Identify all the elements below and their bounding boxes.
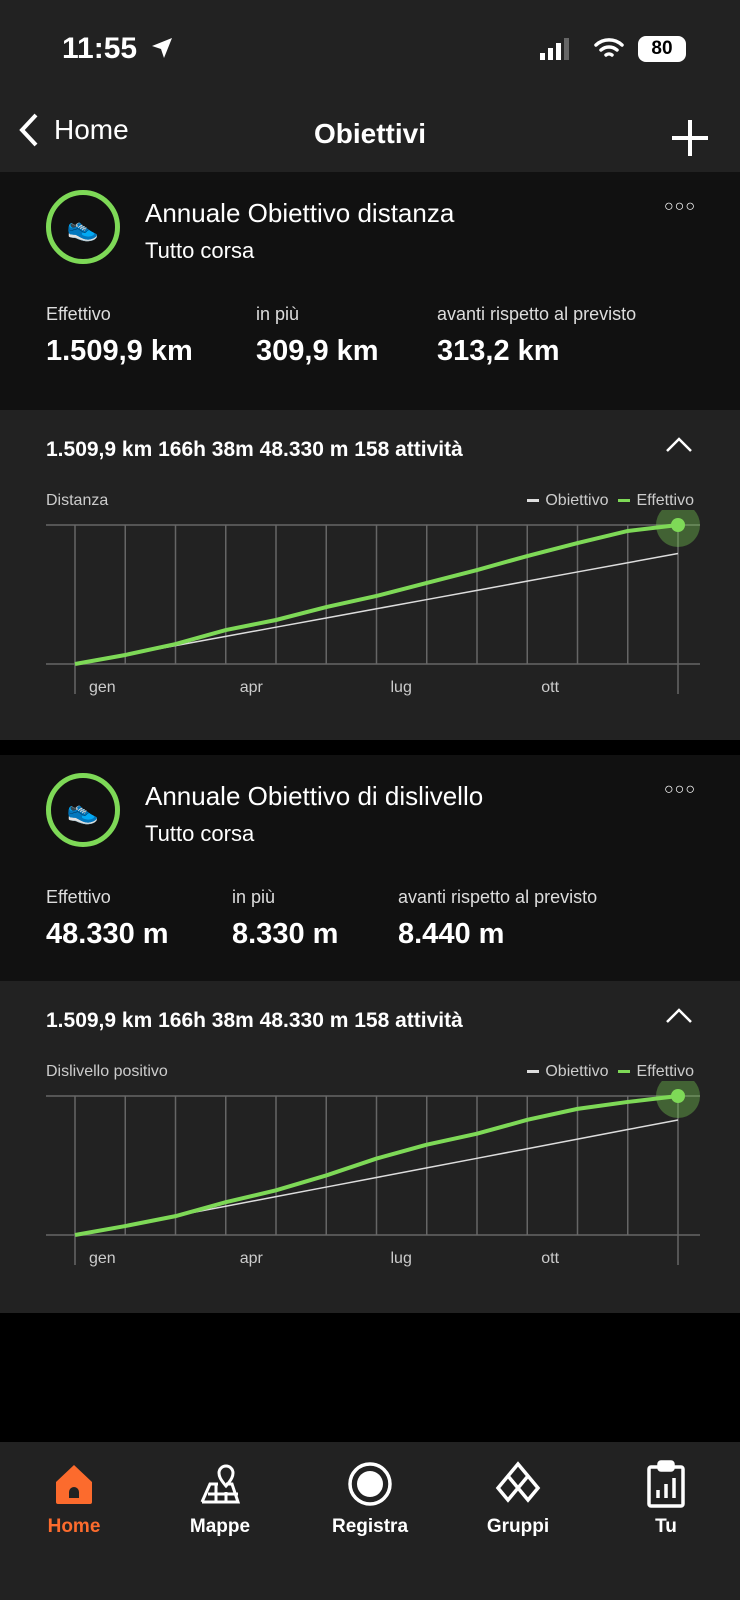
tab-label: Gruppi [486, 1516, 550, 1537]
wifi-icon [594, 38, 624, 57]
more-options-icon[interactable]: ○○○ [664, 198, 696, 215]
current-point [671, 1089, 685, 1103]
stat-value: 8.330 m [232, 918, 339, 950]
x-tick-label: ott [541, 679, 559, 696]
x-tick-label: gen [89, 1250, 116, 1267]
goal-stat: avanti rispetto al previsto 313,2 km [437, 304, 636, 368]
tab-label: Home [47, 1516, 101, 1537]
more-options-icon[interactable]: ○○○ [664, 781, 696, 798]
chevron-left-icon [19, 113, 38, 147]
goal-chart: gen apr lug ott [46, 510, 700, 696]
goal-stat: in più 8.330 m [232, 887, 338, 951]
profile-clipboard-icon [606, 1456, 726, 1512]
stat-value: 309,9 km [256, 335, 379, 367]
current-point [671, 518, 685, 533]
chart-legend: Obiettivo Effettivo [517, 492, 694, 510]
stat-value: 313,2 km [437, 335, 560, 367]
stat-value: 48.330 m [46, 918, 169, 950]
goal-chart: gen apr lug ott [46, 1081, 700, 1267]
plus-icon [672, 120, 708, 156]
x-tick-label: lug [391, 679, 412, 696]
goal-stat: avanti rispetto al previsto 8.440 m [398, 887, 597, 951]
goal-progress-ring: 👟 [46, 190, 120, 264]
stat-label: in più [256, 304, 300, 324]
tab-registra[interactable]: Registra [310, 1456, 430, 1538]
tab-label: Mappe [189, 1516, 251, 1537]
legend-swatch-target [527, 499, 540, 503]
running-shoe-icon: 👟 [66, 211, 100, 242]
clock: 11:55 [62, 32, 138, 65]
x-tick-label: apr [240, 679, 264, 696]
goal-summary: 1.509,9 km 166h 38m 48.330 m 158 attivit… [46, 1009, 463, 1032]
chart-legend: Obiettivo Effettivo [517, 1063, 694, 1081]
goal-chart-card: 1.509,9 km 166h 38m 48.330 m 158 attivit… [0, 981, 740, 1313]
status-bar: 11:55 80 [0, 0, 740, 100]
tab-tu[interactable]: Tu [606, 1456, 726, 1538]
legend-label: Obiettivo [545, 492, 609, 509]
stat-label: avanti rispetto al previsto [437, 304, 637, 324]
add-goal-button[interactable] [670, 106, 710, 170]
x-tick-label: apr [240, 1250, 264, 1267]
x-tick-label: gen [89, 679, 116, 696]
actual-line [74, 523, 679, 666]
goal-title: Annuale Obiettivo di dislivello [145, 781, 484, 811]
goal-progress-ring: 👟 [46, 773, 120, 847]
stat-label: Effettivo [46, 887, 111, 907]
chart-ylabel: Dislivello positivo [46, 1063, 168, 1080]
chevron-up-icon [666, 1008, 692, 1023]
signal-icon [540, 38, 569, 60]
collapse-button[interactable] [664, 1005, 694, 1031]
tab-label: Registra [331, 1516, 409, 1537]
battery-icon: 80 [638, 36, 686, 62]
collapse-button[interactable] [664, 434, 694, 460]
goal-card[interactable]: 👟 Annuale Obiettivo di dislivello Tutto … [0, 755, 740, 981]
map-icon [160, 1456, 280, 1512]
legend-label: Obiettivo [545, 1063, 609, 1080]
chart-ylabel: Distanza [46, 492, 109, 509]
goal-stat: in più 309,9 km [256, 304, 379, 368]
goal-summary: 1.509,9 km 166h 38m 48.330 m 158 attivit… [46, 438, 463, 461]
legend-swatch-target [527, 1070, 540, 1074]
tab-bar: Home Mappe Registra Gruppi Tu [0, 1442, 740, 1600]
goal-chart-card: 1.509,9 km 166h 38m 48.330 m 158 attivit… [0, 410, 740, 740]
page-title: Obiettivi [313, 118, 426, 149]
tab-mappe[interactable]: Mappe [160, 1456, 280, 1538]
goal-card[interactable]: 👟 Annuale Obiettivo distanza Tutto corsa… [0, 172, 740, 410]
tab-home[interactable]: Home [14, 1456, 134, 1538]
goal-subtitle: Tutto corsa [145, 821, 255, 846]
back-button[interactable]: Home [18, 112, 129, 148]
x-tick-label: lug [391, 1250, 412, 1267]
nav-bar: Home Obiettivi [0, 100, 740, 172]
goal-subtitle: Tutto corsa [145, 238, 255, 263]
location-arrow-icon [152, 38, 172, 58]
legend-swatch-actual [618, 499, 631, 503]
x-tick-label: ott [541, 1250, 559, 1267]
chevron-up-icon [666, 437, 692, 452]
legend-label: Effettivo [636, 492, 694, 509]
home-icon [14, 1456, 134, 1512]
stat-value: 1.509,9 km [46, 335, 193, 367]
tab-label: Tu [655, 1516, 677, 1537]
legend-label: Effettivo [636, 1063, 694, 1080]
stat-label: in più [232, 887, 276, 907]
legend-swatch-actual [618, 1070, 631, 1074]
actual-line [74, 1094, 679, 1237]
stat-value: 8.440 m [398, 918, 505, 950]
goal-title: Annuale Obiettivo distanza [145, 198, 455, 228]
running-shoe-icon: 👟 [66, 794, 100, 825]
tab-gruppi[interactable]: Gruppi [458, 1456, 578, 1538]
groups-icon [458, 1456, 578, 1512]
goal-stat: Effettivo 48.330 m [46, 887, 169, 951]
stat-label: avanti rispetto al previsto [398, 887, 598, 907]
goal-stat: Effettivo 1.509,9 km [46, 304, 193, 368]
record-icon [310, 1456, 430, 1512]
stat-label: Effettivo [46, 304, 111, 324]
back-label: Home [54, 114, 129, 145]
